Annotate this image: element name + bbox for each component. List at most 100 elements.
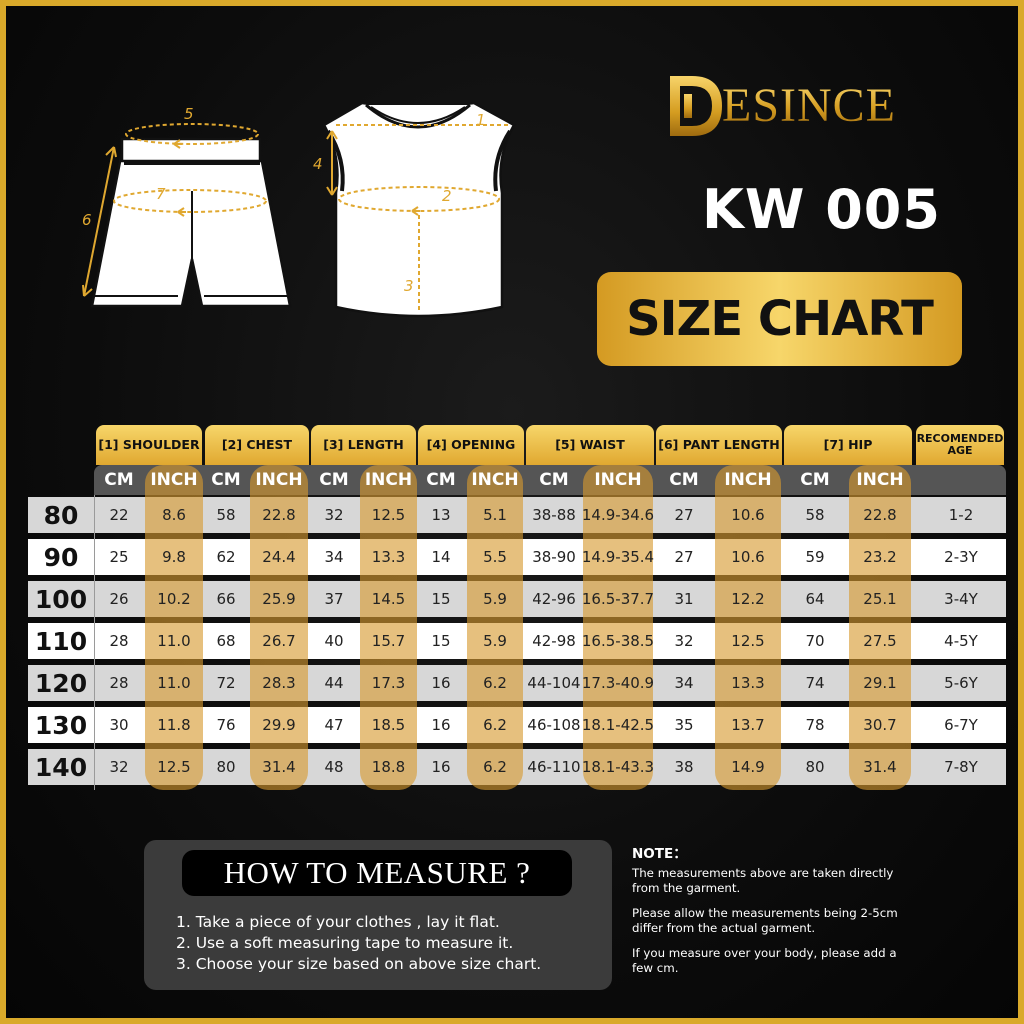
table-cell: 13.3 xyxy=(371,548,406,566)
unit-inch-label: INCH xyxy=(471,470,519,490)
how-to-measure-panel: HOW TO MEASURE ? 1. Take a piece of your… xyxy=(144,840,612,990)
table-cell: 46-110 xyxy=(527,758,581,776)
table-cell: 14.9-35.4 xyxy=(581,548,655,566)
table-cell: 28.3 xyxy=(262,674,296,692)
table-cell: 32 xyxy=(109,758,129,776)
how-to-measure-title: HOW TO MEASURE ? xyxy=(182,850,572,896)
table-cell: 37 xyxy=(324,590,344,608)
unit-cm-label: CM xyxy=(319,470,349,490)
note-paragraph: The measurements above are taken directl… xyxy=(632,866,894,895)
size-table: [1] SHOULDER [2] CHEST [3] LENGTH [4] OPENI… xyxy=(6,6,1018,1018)
note-paragraph: If you measure over your body, please ad… xyxy=(632,946,897,975)
table-cell: 46-108 xyxy=(527,716,581,734)
table-cell: 25.1 xyxy=(863,590,897,608)
measure-step: 2. Use a soft measuring tape to measure … xyxy=(176,934,514,952)
table-cell: 31.4 xyxy=(262,758,296,776)
note-paragraph: Please allow the measurements being 2-5c… xyxy=(632,906,898,935)
table-cell: 27 xyxy=(674,548,694,566)
table-cell: 35 xyxy=(674,716,694,734)
unit-inch-label: INCH xyxy=(255,470,303,490)
inch-column-highlight xyxy=(715,465,781,790)
size-column-divider xyxy=(94,495,95,790)
column-header: [3] LENGTH xyxy=(311,425,416,465)
table-cell: 27 xyxy=(674,506,694,524)
table-cell: 30.7 xyxy=(863,716,897,734)
table-cell: 6.2 xyxy=(483,674,507,692)
table-cell: 22 xyxy=(109,506,129,524)
table-cell: 30 xyxy=(109,716,129,734)
table-cell: 29.1 xyxy=(863,674,897,692)
table-cell: 17.3 xyxy=(371,674,406,692)
unit-inch-label: INCH xyxy=(724,470,772,490)
table-cell: 14 xyxy=(431,548,451,566)
table-cell: 15 xyxy=(431,632,451,650)
table-cell: 18.1-43.3 xyxy=(581,758,655,776)
column-header: [6] PANT LENGTH xyxy=(656,425,782,465)
table-cell: 68 xyxy=(216,632,236,650)
table-cell: 16.5-38.5 xyxy=(581,632,655,650)
table-cell: 13.3 xyxy=(731,674,765,692)
table-cell: 32 xyxy=(324,506,344,524)
unit-inch-label: INCH xyxy=(150,470,198,490)
unit-cm-label: CM xyxy=(104,470,134,490)
table-cell: 27.5 xyxy=(863,632,897,650)
table-cell: 47 xyxy=(324,716,344,734)
table-cell: 12.2 xyxy=(731,590,765,608)
shorts-illustration: 5 7 6 xyxy=(82,105,292,308)
unit-cm-label: CM xyxy=(211,470,241,490)
brand-logo-icon xyxy=(666,70,726,142)
table-cell: 48 xyxy=(324,758,344,776)
size-label: 110 xyxy=(34,626,88,656)
table-cell: 16 xyxy=(431,674,451,692)
measure-step: 3. Choose your size based on above size … xyxy=(176,955,542,973)
model-number: KW 005 xyxy=(702,178,941,241)
table-cell: 10.6 xyxy=(731,506,765,524)
column-header: [7] HIP xyxy=(784,425,912,465)
inch-column-highlight xyxy=(250,465,308,790)
unit-inch-label: INCH xyxy=(856,470,904,490)
table-cell: 16 xyxy=(431,716,451,734)
table-cell: 26 xyxy=(109,590,129,608)
unit-cm-label: CM xyxy=(669,470,699,490)
table-cell: 31 xyxy=(674,590,694,608)
size-label: 100 xyxy=(34,584,88,614)
brand: ESINCE xyxy=(666,66,896,146)
table-cell: 34 xyxy=(674,674,694,692)
note-title: NOTE： xyxy=(632,846,687,862)
table-cell: 64 xyxy=(805,590,825,608)
table-cell: 44 xyxy=(324,674,344,692)
table-cell: 42-98 xyxy=(532,632,576,650)
table-cell: 7-8Y xyxy=(944,758,978,776)
table-cell: 3-4Y xyxy=(944,590,978,608)
table-cell: 6-7Y xyxy=(944,716,978,734)
table-cell: 10.6 xyxy=(731,548,765,566)
inch-column-highlight xyxy=(467,465,523,790)
table-cell: 13.7 xyxy=(731,716,765,734)
unit-cm-label: CM xyxy=(800,470,830,490)
size-chart-title: SIZE CHART xyxy=(597,272,962,366)
unit-inch-label: INCH xyxy=(594,470,642,490)
table-cell: 18.5 xyxy=(371,716,406,734)
table-cell: 18.8 xyxy=(371,758,406,776)
table-cell: 42-96 xyxy=(532,590,576,608)
size-label: 120 xyxy=(34,668,88,698)
table-cell: 14.9 xyxy=(731,758,765,776)
table-cell: 12.5 xyxy=(157,758,191,776)
tank-top-illustration: 1 4 2 3 xyxy=(313,101,516,318)
size-label: 80 xyxy=(43,500,79,530)
table-cell: 14.9-34.6 xyxy=(581,506,655,524)
inch-column-highlight xyxy=(583,465,653,790)
table-cell: 13 xyxy=(431,506,451,524)
table-cell: 25.9 xyxy=(262,590,296,608)
shorts-label-5: 5 xyxy=(184,105,194,123)
unit-cm-label: CM xyxy=(426,470,456,490)
column-header: RECOMENDED AGE xyxy=(916,425,1004,465)
table-cell: 34 xyxy=(324,548,344,566)
table-cell: 16 xyxy=(431,758,451,776)
table-cell: 6.2 xyxy=(483,758,507,776)
table-cell: 44-104 xyxy=(527,674,581,692)
table-cell: 29.9 xyxy=(262,716,296,734)
table-cell: 38-88 xyxy=(532,506,576,524)
table-cell: 24.4 xyxy=(262,548,296,566)
table-cell: 15 xyxy=(431,590,451,608)
